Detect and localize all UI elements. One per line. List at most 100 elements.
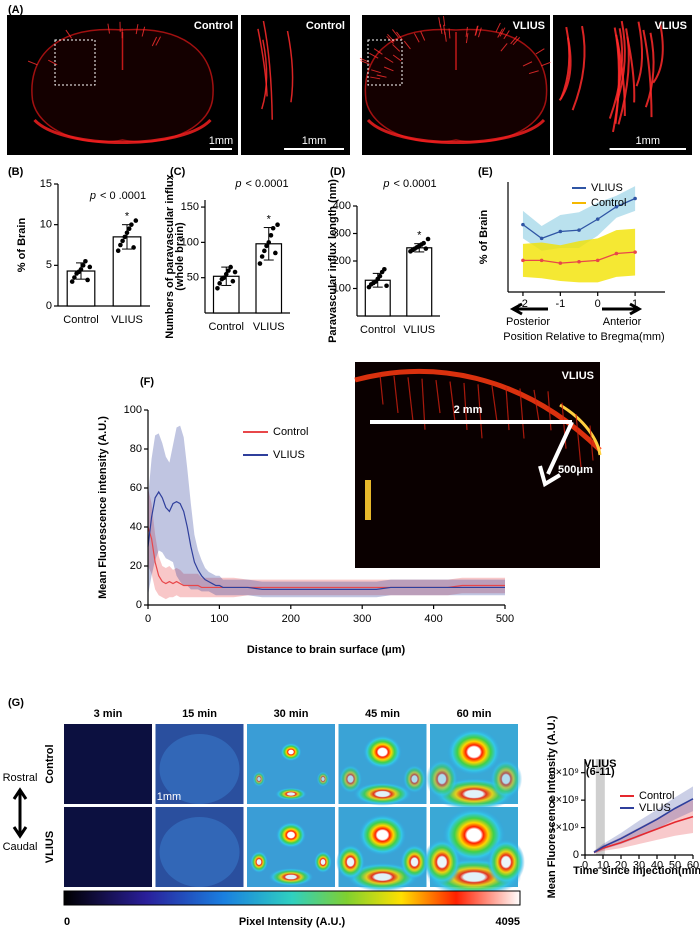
hotspot — [358, 814, 407, 856]
vessel — [512, 37, 521, 46]
highlight-span — [595, 759, 605, 855]
vessel — [495, 22, 501, 33]
data-point — [595, 258, 600, 263]
y-axis-label: Paravascular influx length (nm) — [327, 179, 339, 343]
significance: * — [417, 230, 422, 242]
y-axis-label: % of Brain — [478, 210, 490, 265]
data-point — [215, 285, 220, 291]
data-point — [377, 273, 383, 279]
y-tick-label: 0 — [136, 599, 142, 611]
y-tick-label: 15 — [40, 178, 52, 190]
p-text: < 0.0001 — [394, 178, 437, 190]
vessel — [608, 28, 624, 119]
double-arrow — [12, 787, 28, 839]
y-tick-label: 100 — [333, 282, 351, 294]
vessel — [571, 25, 586, 111]
heatmap-image — [336, 807, 429, 892]
vessel — [652, 22, 664, 84]
legend-label: VLIUS — [639, 802, 671, 814]
x-tick-label: 400 — [424, 613, 442, 625]
vessel — [396, 31, 403, 41]
y-axis-label: % of Brain — [16, 218, 28, 273]
hotspot — [346, 862, 419, 892]
image-label: VLIUS — [655, 20, 687, 32]
vessel — [540, 61, 551, 67]
vessel — [141, 26, 146, 37]
x-tick-label: 40 — [651, 859, 663, 871]
hotspot — [275, 787, 307, 801]
colorbar-label: Pixel Intensity (A.U.) — [239, 916, 346, 928]
hotspot — [250, 851, 268, 873]
zoom-region — [54, 39, 96, 86]
heatmap-image — [64, 724, 152, 804]
data-point — [259, 254, 265, 259]
y-tick-label: 0 — [46, 300, 52, 312]
hotspot — [316, 771, 330, 787]
x-tick-label: VLIUS — [403, 324, 435, 336]
scale-label: 1mm — [636, 135, 660, 147]
heatmap-image — [423, 807, 525, 896]
x-tick-label: 0 — [582, 859, 588, 871]
inset-label: 2 mm — [454, 404, 483, 416]
vessel — [386, 35, 394, 44]
vessel — [48, 59, 58, 66]
x-tick-label: 200 — [282, 613, 300, 625]
x-tick-label: 500 — [496, 613, 514, 625]
vessel — [519, 388, 525, 439]
x-tick-label: -2 — [518, 298, 528, 310]
brain-outline — [31, 28, 214, 143]
scale-label: 1mm — [302, 135, 326, 147]
data-point — [69, 279, 75, 284]
vessel — [617, 28, 630, 125]
image-label: Control — [306, 20, 345, 32]
data-point — [577, 228, 581, 232]
annotation: Posterior — [506, 316, 550, 328]
hotspot — [252, 771, 266, 787]
x-tick-label: 0 — [595, 298, 601, 310]
legend-label: Control — [273, 426, 308, 438]
vessel — [65, 29, 73, 39]
column-label: 3 min — [94, 708, 123, 720]
vessel — [503, 30, 510, 40]
data-point — [558, 261, 563, 265]
highlight-label: (6-11) — [586, 766, 615, 778]
hotspot — [338, 764, 363, 794]
vessel — [442, 16, 446, 27]
colorbar-min: 0 — [64, 916, 70, 928]
hotspot — [487, 838, 525, 886]
column-label: 30 min — [274, 708, 309, 720]
scale-label: 1mm — [209, 135, 233, 147]
data-point — [232, 269, 238, 275]
y-tick-label: 60 — [130, 482, 142, 494]
y-tick-label: 100 — [124, 404, 142, 416]
data-point — [221, 275, 227, 280]
column-label: 45 min — [365, 708, 400, 720]
vessel — [392, 44, 401, 52]
row-label: VLIUS — [44, 831, 56, 863]
hotspot — [336, 844, 365, 880]
panel-label: (D) — [330, 166, 346, 178]
vessel — [635, 21, 644, 87]
y-tick-label: 400 — [333, 200, 351, 212]
x-tick-label: 60 — [687, 859, 699, 871]
data-point — [133, 218, 139, 223]
vessel — [533, 389, 540, 422]
vessel — [392, 54, 402, 62]
panel-label: (C) — [170, 166, 186, 178]
vessel — [522, 61, 533, 67]
data-point — [262, 248, 267, 254]
vessel — [373, 48, 383, 55]
x-tick-label: 0 — [145, 613, 151, 625]
data-point — [558, 229, 563, 234]
x-tick-label: Control — [209, 321, 244, 333]
y-tick-label: 10 — [40, 219, 52, 231]
data-point — [421, 240, 426, 246]
x-axis-label: Position Relative to Bregma(mm) — [503, 331, 664, 343]
data-point — [614, 204, 619, 209]
column-label: 15 min — [182, 708, 217, 720]
vessel — [497, 28, 504, 38]
data-point — [122, 234, 128, 240]
image-background — [553, 15, 692, 155]
data-point — [539, 258, 544, 263]
data-point — [384, 283, 389, 289]
